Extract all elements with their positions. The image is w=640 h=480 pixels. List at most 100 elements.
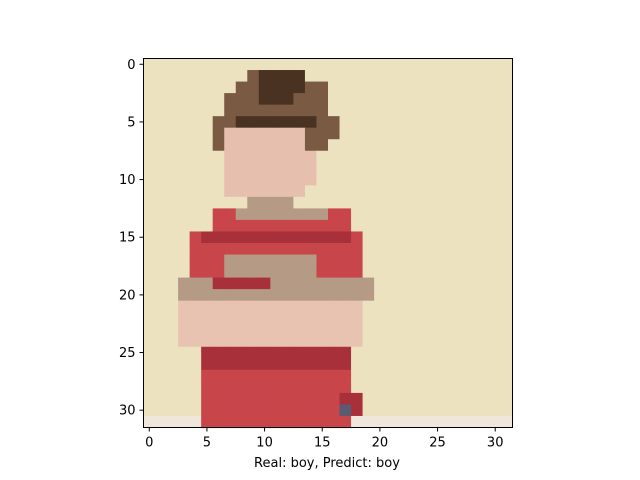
image-pixel xyxy=(212,289,225,302)
image-pixel xyxy=(408,404,421,417)
image-pixel xyxy=(189,392,202,406)
image-pixel xyxy=(489,392,502,406)
image-pixel xyxy=(304,139,318,152)
image-pixel xyxy=(235,139,248,152)
image-pixel xyxy=(247,93,260,106)
image-pixel xyxy=(293,266,306,279)
image-pixel xyxy=(362,358,375,371)
image-pixel xyxy=(500,70,514,83)
image-pixel xyxy=(304,266,318,279)
image-pixel xyxy=(316,58,329,71)
image-pixel xyxy=(143,185,156,198)
image-pixel xyxy=(374,266,387,279)
image-pixel xyxy=(304,196,318,210)
image-pixel xyxy=(166,289,179,302)
image-pixel xyxy=(166,254,179,267)
image-pixel xyxy=(351,116,364,129)
image-pixel xyxy=(155,104,168,117)
image-pixel xyxy=(304,254,318,267)
image-pixel xyxy=(143,173,156,186)
image-pixel xyxy=(385,162,398,175)
image-pixel xyxy=(351,196,364,210)
image-pixel xyxy=(466,231,479,244)
image-pixel xyxy=(189,104,202,117)
image-pixel xyxy=(397,254,410,267)
image-pixel xyxy=(408,139,421,152)
image-pixel xyxy=(212,231,225,244)
image-pixel xyxy=(420,323,433,336)
x-tick-label: 30 xyxy=(487,436,504,451)
image-pixel xyxy=(397,369,410,382)
image-pixel xyxy=(201,116,214,129)
image-pixel xyxy=(293,81,306,94)
image-pixel xyxy=(316,404,329,417)
pixel-image xyxy=(143,58,514,429)
image-pixel xyxy=(201,58,214,71)
image-pixel xyxy=(235,358,248,371)
image-pixel xyxy=(143,312,156,325)
image-pixel xyxy=(304,369,318,382)
image-pixel xyxy=(270,81,283,94)
image-pixel xyxy=(143,358,156,371)
image-pixel xyxy=(201,104,214,117)
image-pixel xyxy=(189,312,202,325)
image-pixel xyxy=(477,346,491,359)
image-pixel xyxy=(489,266,502,279)
image-pixel xyxy=(293,415,306,429)
image-pixel xyxy=(247,208,260,221)
image-pixel xyxy=(235,150,248,163)
image-pixel xyxy=(143,127,156,140)
image-pixel xyxy=(281,277,295,290)
image-pixel xyxy=(477,162,491,175)
x-tick-label: 25 xyxy=(429,436,446,451)
image-pixel xyxy=(466,58,479,71)
image-pixel xyxy=(247,323,260,336)
image-pixel xyxy=(212,162,225,175)
image-pixel xyxy=(454,104,467,117)
image-pixel xyxy=(155,231,168,244)
image-pixel xyxy=(247,196,260,210)
image-pixel xyxy=(385,116,398,129)
image-pixel xyxy=(189,208,202,221)
image-pixel xyxy=(477,289,491,302)
image-pixel xyxy=(201,323,214,336)
image-pixel xyxy=(477,381,491,394)
image-pixel xyxy=(374,358,387,371)
image-pixel xyxy=(431,162,444,175)
image-pixel xyxy=(466,173,479,186)
image-pixel xyxy=(374,381,387,394)
image-pixel xyxy=(374,219,387,233)
y-tick-label: 20 xyxy=(119,288,136,303)
image-pixel xyxy=(224,93,237,106)
image-pixel xyxy=(293,277,306,290)
image-pixel xyxy=(166,196,179,210)
image-pixel xyxy=(443,196,456,210)
image-pixel xyxy=(235,277,248,290)
image-pixel xyxy=(316,231,329,244)
image-pixel xyxy=(500,289,514,302)
image-pixel xyxy=(235,243,248,256)
image-pixel xyxy=(293,127,306,140)
image-pixel xyxy=(316,266,329,279)
image-pixel xyxy=(408,219,421,233)
image-pixel xyxy=(466,404,479,417)
image-pixel xyxy=(397,58,410,71)
image-pixel xyxy=(166,231,179,244)
image-pixel xyxy=(247,346,260,359)
image-pixel xyxy=(362,346,375,359)
image-pixel xyxy=(431,312,444,325)
image-pixel xyxy=(431,150,444,163)
image-pixel xyxy=(224,231,237,244)
image-pixel xyxy=(316,312,329,325)
image-pixel xyxy=(155,116,168,129)
image-pixel xyxy=(477,58,491,71)
image-pixel xyxy=(212,196,225,210)
image-pixel xyxy=(293,254,306,267)
image-pixel xyxy=(500,346,514,359)
image-pixel xyxy=(443,219,456,233)
image-pixel xyxy=(397,312,410,325)
image-pixel xyxy=(224,381,237,394)
image-pixel xyxy=(247,219,260,233)
image-pixel xyxy=(443,254,456,267)
image-pixel xyxy=(454,208,467,221)
